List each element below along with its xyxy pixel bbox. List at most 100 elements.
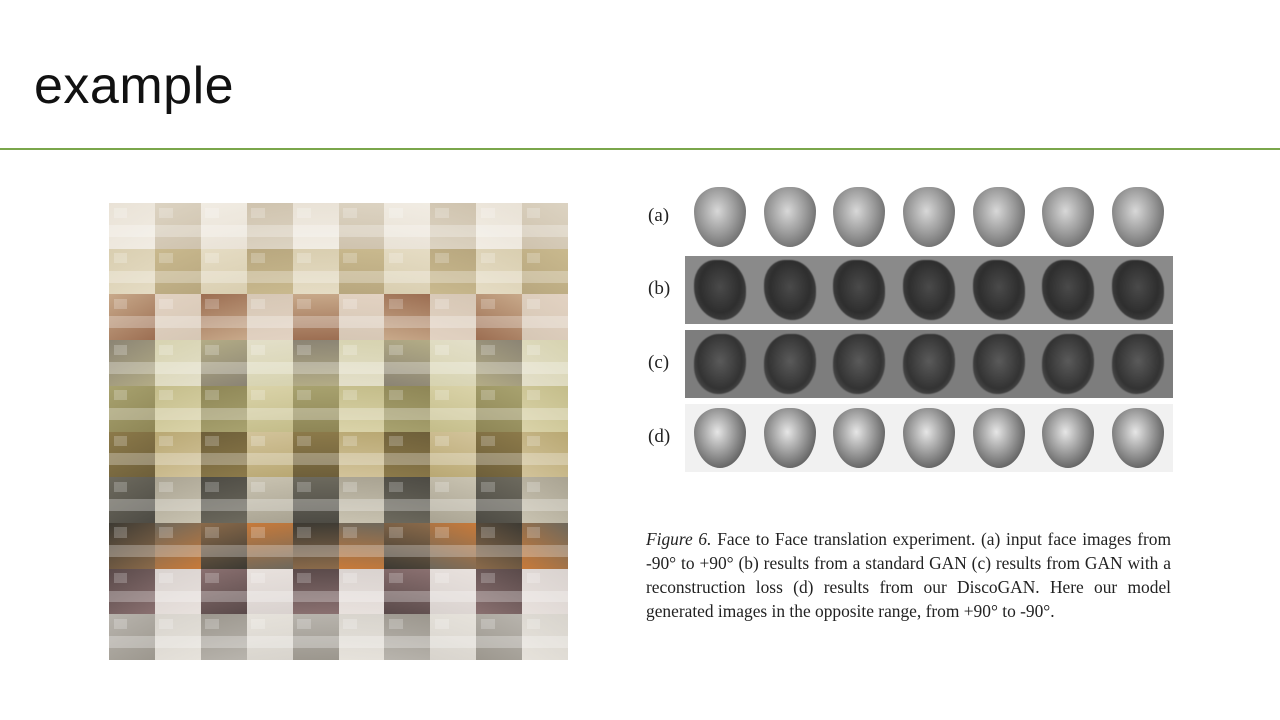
bedroom-thumbnail [476, 614, 523, 660]
bedroom-thumbnail [154, 385, 201, 432]
bedroom-thumbnail [200, 248, 247, 295]
bedroom-thumbnail [338, 203, 385, 249]
bedroom-thumbnail [200, 385, 247, 432]
bedroom-thumbnail [338, 568, 385, 615]
bedroom-thumbnail [384, 522, 431, 569]
face-row-strip [685, 404, 1173, 472]
face-image [763, 260, 816, 320]
bedroom-thumbnail [154, 203, 201, 249]
face-image [833, 334, 886, 394]
bedroom-thumbnail [109, 522, 155, 569]
bedroom-thumbnail [430, 294, 477, 341]
face-image [763, 187, 816, 247]
bedroom-thumbnail [200, 614, 247, 660]
bedroom-thumbnail [338, 614, 385, 660]
face-image [693, 260, 746, 320]
bedroom-thumbnail [246, 614, 293, 660]
slide-title: example [34, 57, 235, 115]
bedroom-thumbnail [154, 477, 201, 523]
bedroom-thumbnail [109, 568, 155, 615]
face-image [1042, 408, 1095, 468]
bedroom-thumbnail [430, 385, 477, 432]
bedroom-thumbnail [338, 248, 385, 295]
face-row-strip [685, 330, 1173, 398]
bedroom-thumbnail [154, 340, 201, 386]
bedroom-thumbnail [384, 340, 431, 386]
face-image [693, 408, 746, 468]
bedroom-thumbnail [338, 522, 385, 569]
bedroom-thumbnail [522, 294, 568, 341]
bedroom-thumbnail [200, 431, 247, 478]
bedroom-thumbnail [154, 522, 201, 569]
bedroom-thumbnail [522, 385, 568, 432]
face-row-strip [685, 183, 1173, 251]
bedroom-thumbnail [430, 203, 477, 249]
face-image [833, 187, 886, 247]
bedroom-thumbnail [476, 340, 523, 386]
face-image [833, 408, 886, 468]
bedroom-thumbnail [430, 568, 477, 615]
bedroom-thumbnail [476, 431, 523, 478]
bedroom-thumbnail [384, 431, 431, 478]
face-image [902, 334, 955, 394]
face-image [1042, 334, 1095, 394]
face-image [972, 260, 1025, 320]
bedroom-thumbnail [522, 340, 568, 386]
face-image [1112, 334, 1165, 394]
bedroom-thumbnail [522, 568, 568, 615]
bedroom-thumbnail [292, 431, 339, 478]
face-image [972, 334, 1025, 394]
bedroom-thumbnail [430, 614, 477, 660]
face-row-label: (a) [648, 205, 670, 226]
face-image [693, 187, 746, 247]
face-image [1112, 260, 1165, 320]
bedroom-thumbnail [246, 477, 293, 523]
bedroom-thumbnail [109, 203, 155, 249]
face-image [763, 408, 816, 468]
bedroom-thumbnail [384, 248, 431, 295]
face-row-label: (d) [648, 426, 671, 447]
bedroom-thumbnail [246, 568, 293, 615]
bedroom-thumbnail [522, 431, 568, 478]
bedroom-thumbnail [292, 203, 339, 249]
bedroom-thumbnail [476, 522, 523, 569]
bedroom-thumbnail [109, 477, 155, 523]
bedroom-thumbnail [154, 294, 201, 341]
face-image [1042, 260, 1095, 320]
bedroom-thumbnail [430, 340, 477, 386]
face-image [902, 260, 955, 320]
bedroom-thumbnail [109, 248, 155, 295]
bedroom-thumbnail [292, 340, 339, 386]
bedroom-thumbnail [384, 203, 431, 249]
bedroom-thumbnail [522, 614, 568, 660]
face-image [1112, 408, 1165, 468]
bedroom-thumbnail [430, 522, 477, 569]
bedroom-thumbnail [384, 568, 431, 615]
bedroom-thumbnail [292, 477, 339, 523]
bedroom-thumbnail [338, 477, 385, 523]
bedroom-thumbnail [246, 522, 293, 569]
bedroom-thumbnail [476, 385, 523, 432]
bedroom-thumbnail [476, 477, 523, 523]
title-divider [0, 148, 1280, 150]
bedroom-thumbnail [154, 248, 201, 295]
face-translation-figure: (a) (b) (c) (d) [640, 178, 1180, 478]
bedroom-thumbnail [109, 294, 155, 341]
bedroom-thumbnail [200, 522, 247, 569]
face-image [1042, 187, 1095, 247]
figure-caption: Figure 6. Face to Face translation exper… [646, 527, 1171, 623]
bedroom-thumbnail [384, 477, 431, 523]
bedroom-thumbnail [292, 294, 339, 341]
caption-text: Face to Face translation experiment. (a)… [646, 529, 1171, 621]
bedroom-thumbnail [384, 294, 431, 341]
face-row-label: (c) [648, 352, 670, 373]
bedroom-thumbnail [384, 614, 431, 660]
bedroom-thumbnail [430, 431, 477, 478]
bedroom-image-grid [109, 203, 568, 660]
bedroom-thumbnail [109, 340, 155, 386]
bedroom-thumbnail [292, 248, 339, 295]
face-image [833, 260, 886, 320]
bedroom-thumbnail [522, 522, 568, 569]
bedroom-thumbnail [292, 568, 339, 615]
bedroom-thumbnail [338, 385, 385, 432]
